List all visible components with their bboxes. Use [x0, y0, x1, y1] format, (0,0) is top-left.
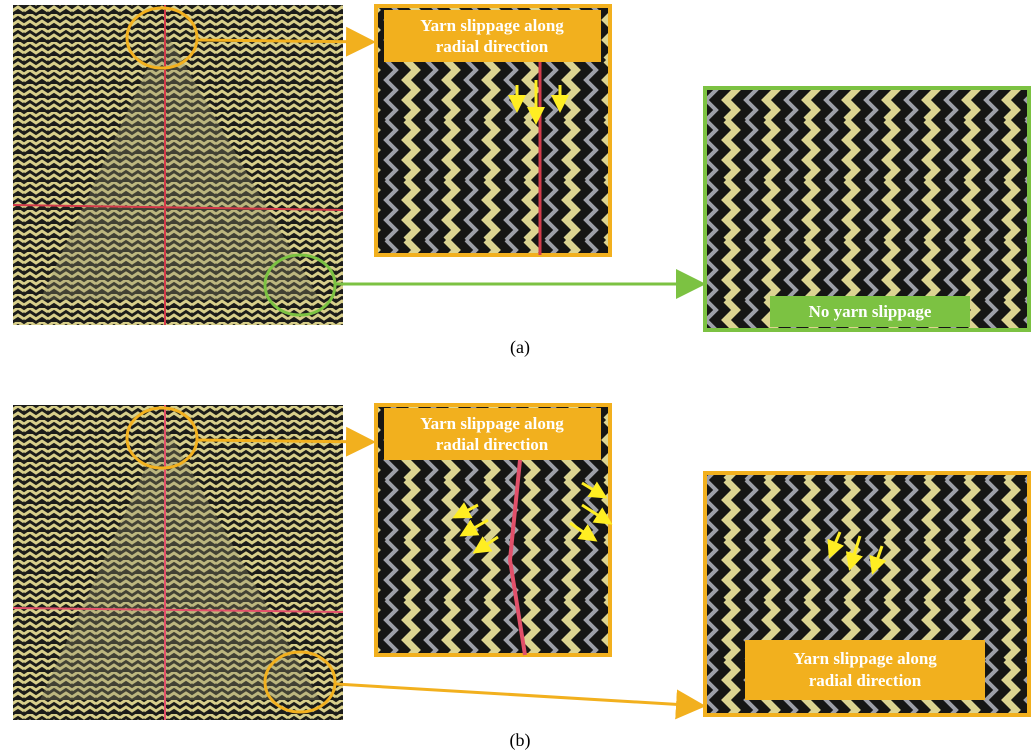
zoom-photo	[705, 88, 1029, 330]
panel-b: Yarn slippage along radial direction Yar…	[13, 405, 1029, 751]
panel-caption: (a)	[510, 337, 530, 358]
panel-caption: (b)	[510, 730, 531, 751]
arrow	[336, 684, 703, 706]
figure: Yarn slippage along radial direction No …	[0, 0, 1035, 755]
arrow	[197, 40, 373, 42]
label-text: radial direction	[436, 37, 549, 56]
label-text: Yarn slippage along	[420, 414, 564, 433]
arrow	[197, 440, 373, 442]
label-text: radial direction	[809, 671, 922, 690]
label-text: radial direction	[436, 435, 549, 454]
label-text: Yarn slippage along	[420, 16, 564, 35]
label-text: Yarn slippage along	[793, 649, 937, 668]
label-text: No yarn slippage	[809, 302, 932, 321]
panel-a: Yarn slippage along radial direction No …	[13, 5, 1029, 358]
